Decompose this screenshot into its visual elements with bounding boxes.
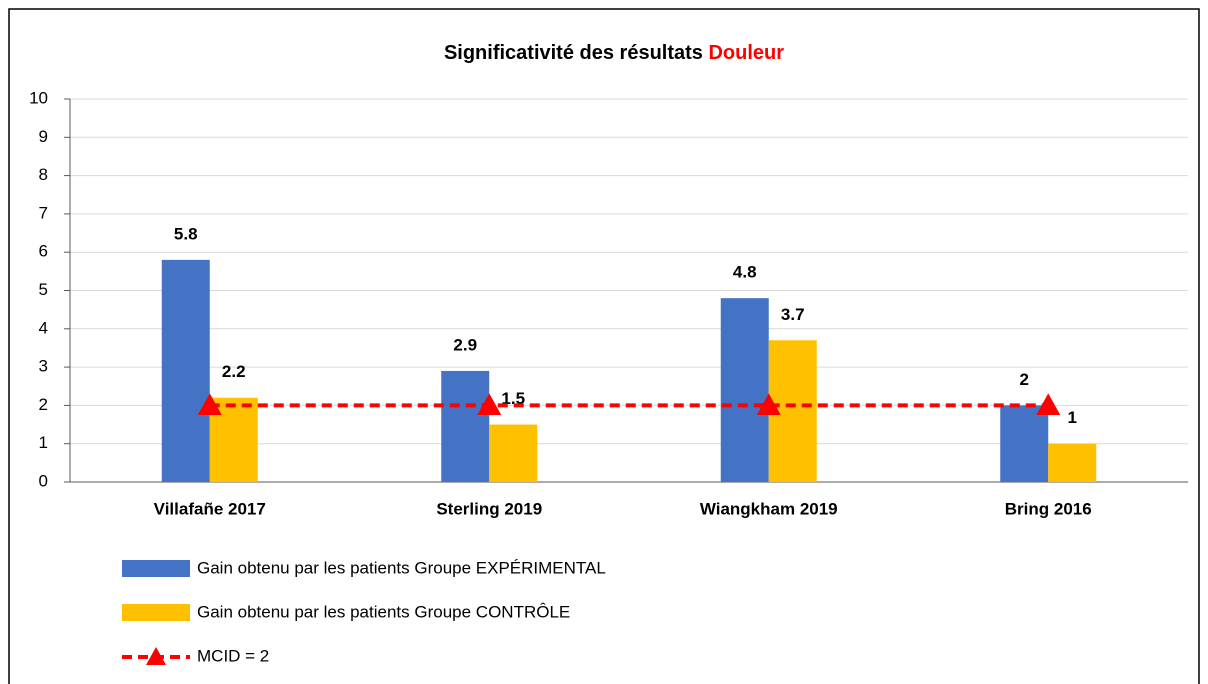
chart-title: Significativité des résultats Douleur — [444, 42, 784, 64]
x-tick-label: Villafañe 2017 — [154, 499, 266, 518]
x-tick-label: Bring 2016 — [1005, 499, 1092, 518]
legend-label: Gain obtenu par les patients Groupe CONT… — [197, 602, 570, 621]
legend-swatch — [122, 604, 190, 621]
data-label: 3.7 — [781, 305, 805, 324]
y-tick-label: 6 — [39, 242, 48, 261]
y-tick-label: 7 — [39, 203, 48, 222]
y-tick-label: 4 — [39, 318, 48, 337]
data-label: 2 — [1020, 370, 1029, 389]
y-tick-label: 9 — [39, 127, 48, 146]
y-tick-label: 5 — [39, 280, 48, 299]
data-label: 2.2 — [222, 362, 246, 381]
data-label: 1 — [1068, 408, 1077, 427]
bar — [1000, 405, 1049, 482]
title-highlight: Douleur — [708, 42, 784, 64]
data-label: 1.5 — [501, 389, 525, 408]
y-tick-label: 1 — [39, 433, 48, 452]
y-tick-label: 10 — [29, 88, 48, 107]
mcid-marker — [197, 393, 222, 415]
mcid-marker — [756, 393, 781, 415]
y-tick-label: 8 — [39, 165, 48, 184]
legend-label: MCID = 2 — [197, 646, 269, 665]
y-tick-label: 0 — [39, 471, 48, 490]
bar — [1048, 443, 1097, 482]
legend-marker — [146, 647, 166, 665]
x-tick-label: Wiangkham 2019 — [700, 499, 838, 518]
legend-label: Gain obtenu par les patients Groupe EXPÉ… — [197, 558, 606, 577]
y-tick-label: 2 — [39, 395, 48, 414]
data-label: 2.9 — [453, 335, 477, 354]
bar — [720, 298, 769, 482]
mcid-marker — [1036, 393, 1061, 415]
title-main: Significativité des résultats — [444, 42, 703, 64]
bar — [441, 370, 490, 482]
mcid-marker — [477, 393, 502, 415]
data-label: 5.8 — [174, 224, 198, 243]
legend-swatch — [122, 560, 190, 577]
x-tick-label: Sterling 2019 — [436, 499, 542, 518]
data-label: 4.8 — [733, 263, 757, 282]
bar — [489, 424, 538, 482]
y-tick-label: 3 — [39, 357, 48, 376]
bar — [161, 259, 210, 482]
